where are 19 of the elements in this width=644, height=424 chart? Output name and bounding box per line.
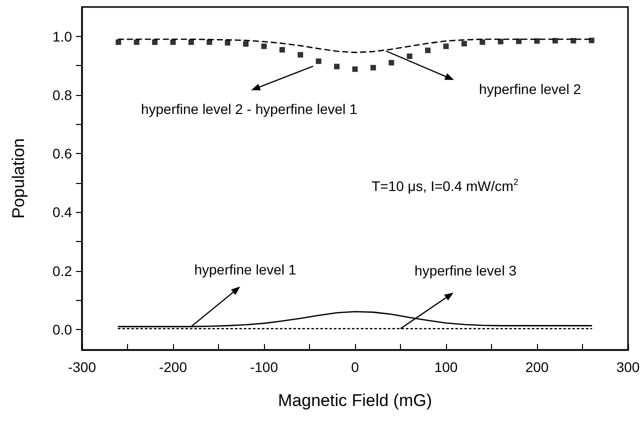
x-tick-label: -100 bbox=[250, 359, 278, 375]
annotation: hyperfine level 2 - hyperfine level 1 bbox=[140, 101, 358, 118]
annotation: hyperfine level 2 bbox=[479, 81, 582, 97]
annotation: hyperfine level 3 bbox=[414, 262, 517, 279]
x-axis-title: Magnetic Field (mG) bbox=[278, 391, 432, 410]
y-tick-label: 0.0 bbox=[52, 321, 72, 338]
y-tick-label: 0.4 bbox=[52, 204, 72, 220]
y-tick-label: 0.2 bbox=[52, 262, 72, 279]
x-tick-label: -300 bbox=[68, 359, 96, 375]
annotation: hyperfine level 1 bbox=[194, 262, 296, 278]
x-tick-label: -200 bbox=[158, 359, 188, 375]
x-tick-label: 200 bbox=[525, 359, 549, 375]
y-axis-title: Population bbox=[9, 138, 28, 219]
y-tick-label: 0.6 bbox=[52, 146, 72, 162]
x-tick-label: 100 bbox=[434, 359, 458, 375]
x-tick-label: 0 bbox=[351, 359, 360, 375]
x-tick-label: 300 bbox=[616, 359, 640, 375]
y-tick-label: 1.0 bbox=[52, 28, 72, 44]
y-tick-label: 0.8 bbox=[52, 86, 72, 103]
